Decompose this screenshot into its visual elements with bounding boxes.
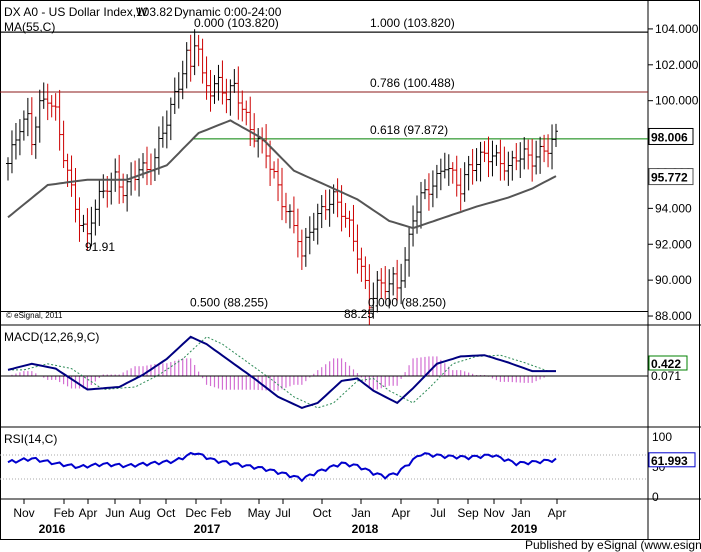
x-tick-label: Apr [79,506,98,520]
x-tick-label: Sep [457,506,479,520]
x-tick-label: Oct [313,506,332,520]
x-tick-label: Nov [13,506,34,520]
price-tick-label: 104.000 [655,22,699,36]
rsi-tick-label: 0 [652,490,659,504]
ma-value-badge: 95.772 [648,168,694,186]
macd-value: 0.422 [651,357,681,371]
x-tick-label: Jun [105,506,124,520]
header-overlap-text: 103.82 [136,5,173,19]
x-year-label: 2017 [194,522,221,536]
fib-level-lines [0,31,648,313]
macd-value-badge: 0.422 0.071 [648,355,688,383]
macd-line [7,335,556,409]
fib-label-0: 0.000 (103.820) [194,16,279,30]
price-tick-label: 94.000 [655,201,692,215]
low-annotation-91-91: 91.91 [85,240,115,254]
macd-signal-value: 0.071 [651,369,681,383]
fib-label-4: 0.500 (88.255) [190,295,268,309]
fib-label-5: 0.000 (88.250) [368,296,446,310]
ma-value: 95.772 [651,171,688,185]
low-annotation-88-25: 88.25 [344,307,374,321]
chart-border [0,0,700,540]
symbol-title: DX A0 - US Dollar Index,W [4,5,148,19]
x-tick-label: Jan [511,506,530,520]
price-bars [6,29,558,325]
price-tick-label: 90.000 [655,273,692,287]
publisher-credit: Published by eSignal (www.esignal.com) [525,538,701,552]
moving-average-line [7,119,557,230]
fib-label-3: 0.618 (97.872) [370,123,448,137]
x-year-label: 2016 [39,522,66,536]
x-tick-label: Feb [211,506,232,520]
price-tick-label: 92.000 [655,237,692,251]
x-tick-label: Jul [275,506,290,520]
fib-label-1: 1.000 (103.820) [370,16,455,30]
fib-label-2: 0.786 (100.488) [370,76,455,90]
dynamic-session-label: Dynamic 0:00-24:00 [174,5,282,19]
x-tick-label: Jul [430,506,445,520]
ma-label: MA(55,C) [4,20,55,34]
x-year-label: 2019 [511,522,538,536]
fib-level-labels: 0.000 (103.820) 1.000 (103.820) 0.786 (100… [190,16,455,309]
copyright-text: © eSignal, 2011 [6,311,63,320]
rsi-value-badge: 61.993 [648,452,696,468]
current-price-value: 98.006 [651,130,688,144]
price-tick-label: 88.000 [655,309,692,323]
x-year-label: 2018 [352,522,379,536]
x-tick-label: Dec [185,506,206,520]
rsi-value: 61.993 [651,454,688,468]
x-tick-label: Nov [483,506,504,520]
x-tick-label: May [248,506,271,520]
time-x-axis: Nov Feb Apr Jun Aug Oct Dec Feb May Jul Oct Jan Apr J… [13,499,566,536]
current-price-badge: 98.006 [648,127,694,145]
x-tick-label: Jan [351,506,370,520]
x-tick-label: Aug [129,506,150,520]
rsi-tick-label: 100 [652,430,672,444]
x-tick-label: Feb [54,506,75,520]
macd-title: MACD(12,26,9,C) [4,330,99,344]
rsi-line [7,451,557,483]
macd-histogram [11,356,545,391]
rsi-title: RSI(14,C) [4,432,57,446]
macd-signal-line [8,336,556,409]
x-tick-label: Apr [392,506,411,520]
x-tick-label: Oct [157,506,176,520]
price-tick-label: 102.000 [655,58,699,72]
x-tick-label: Apr [548,506,567,520]
price-tick-label: 100.000 [655,94,699,108]
